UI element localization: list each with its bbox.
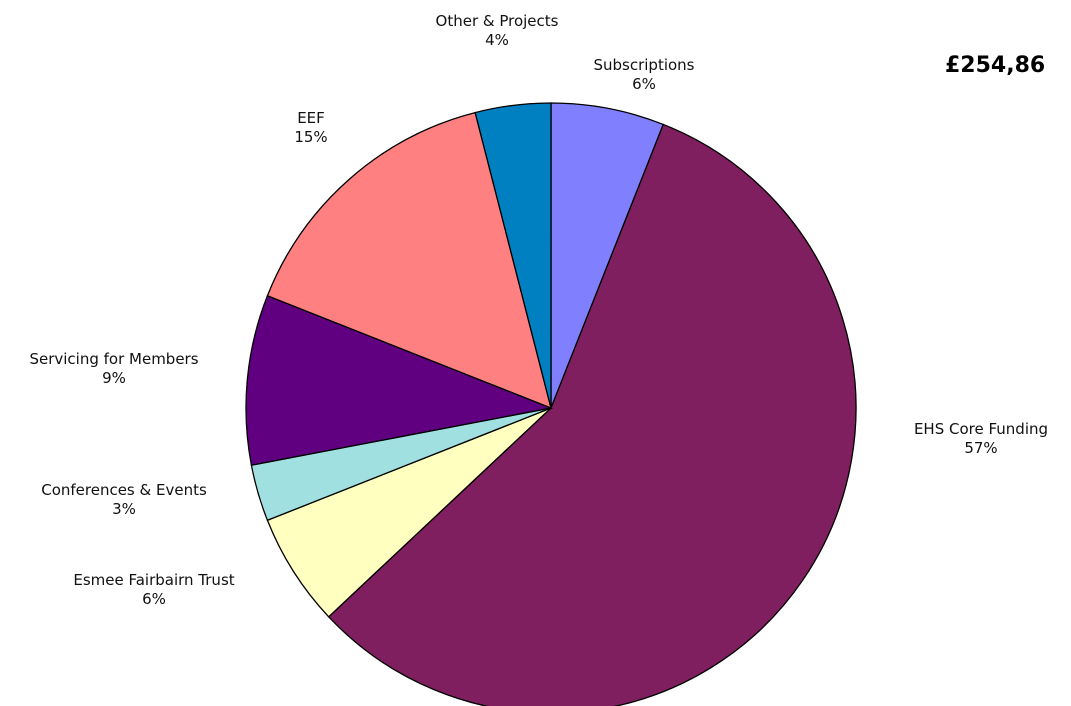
slice-label: EHS Core Funding 57%	[914, 420, 1048, 457]
slice-label-percent: 6%	[632, 75, 656, 93]
pie-slice-servicing-for-members	[245, 294, 554, 466]
chart-title: £254,86	[945, 53, 1045, 78]
slice-label-name: Esmee Fairbairn Trust	[73, 571, 234, 589]
slice-label: EEF 15%	[294, 109, 327, 146]
slice-label-name: EEF	[297, 109, 325, 127]
slice-label-name: EHS Core Funding	[914, 420, 1048, 438]
slice-label-name: Conferences & Events	[41, 481, 207, 499]
slice-label: Servicing for Members 9%	[29, 350, 198, 387]
pie-slice-other-projects	[474, 102, 552, 409]
slice-label: Conferences & Events 3%	[41, 481, 207, 518]
slice-label: Esmee Fairbairn Trust 6%	[73, 571, 234, 608]
slice-label-percent: 4%	[485, 31, 509, 49]
pie-slices	[245, 102, 857, 706]
pie-slice-ehs-core-funding	[327, 123, 857, 706]
slice-label-percent: 57%	[964, 439, 997, 457]
slice-label-name: Subscriptions	[593, 56, 694, 74]
slice-label: Subscriptions 6%	[593, 56, 694, 93]
slice-labels: Subscriptions 6%EHS Core Funding 57%Esmee …	[29, 12, 1048, 608]
slice-label-percent: 15%	[294, 128, 327, 146]
slice-label-percent: 6%	[142, 590, 166, 608]
slice-label-name: Servicing for Members	[29, 350, 198, 368]
slice-label: Other & Projects 4%	[436, 12, 559, 49]
slice-label-percent: 9%	[102, 369, 126, 387]
slice-label-percent: 3%	[112, 500, 136, 518]
slice-label-name: Other & Projects	[436, 12, 559, 30]
pie-slice-eef	[266, 111, 552, 410]
